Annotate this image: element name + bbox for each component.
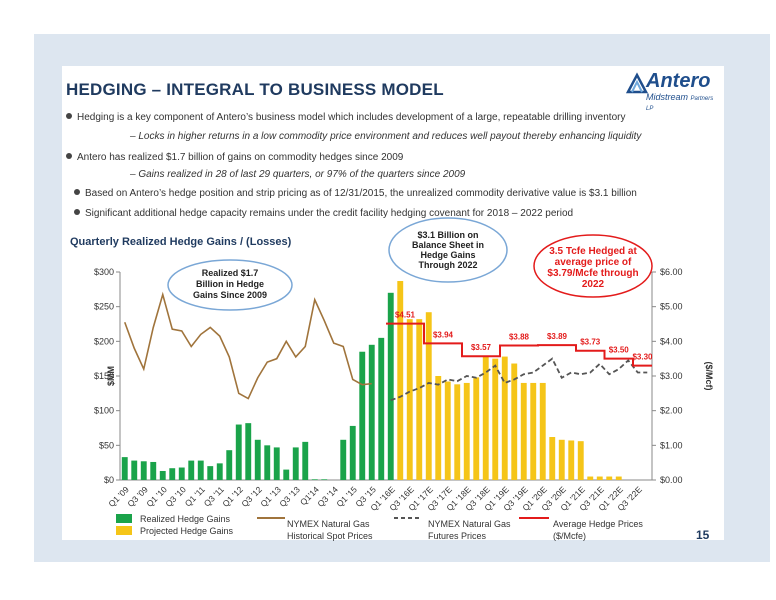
- bullet-dot-icon: [66, 113, 72, 119]
- sub-bullet-item: – Locks in higher returns in a low commo…: [130, 131, 642, 142]
- antero-logo: Antero Midstream Partners LP: [624, 70, 720, 114]
- legend-swatch-realized: [116, 514, 132, 523]
- bullet-dot-icon: [74, 209, 80, 215]
- legend-line-spot-icon: [257, 517, 285, 519]
- bullet-dot-icon: [74, 189, 80, 195]
- page-number: 15: [696, 528, 710, 542]
- legend-projected: Projected Hedge Gains: [116, 526, 233, 536]
- legend-line-avg-icon: [519, 517, 549, 519]
- logo-subtitle: Midstream Partners LP: [646, 92, 714, 112]
- sub-bullet-item: – Gains realized in 28 of last 29 quarte…: [130, 169, 466, 180]
- bullet-item: Hedging is a key component of Antero’s b…: [66, 112, 625, 123]
- bullet-item: Antero has realized $1.7 billion of gain…: [66, 152, 403, 163]
- logo-wordmark: Antero: [646, 70, 711, 92]
- antero-logo-mark-icon: [626, 72, 648, 94]
- bullet-item: Significant additional hedge capacity re…: [74, 208, 573, 219]
- chart-title: Quarterly Realized Hedge Gains / (Losses…: [70, 236, 292, 248]
- slide-title: HEDGING – INTEGRAL TO BUSINESS MODEL: [66, 80, 444, 99]
- legend-realized: Realized Hedge Gains: [116, 514, 230, 524]
- bullet-dot-icon: [66, 153, 72, 159]
- legend-line-futures-icon: [394, 517, 420, 519]
- legend-swatch-projected: [116, 526, 132, 535]
- bullet-item: Based on Antero’s hedge position and str…: [74, 188, 637, 199]
